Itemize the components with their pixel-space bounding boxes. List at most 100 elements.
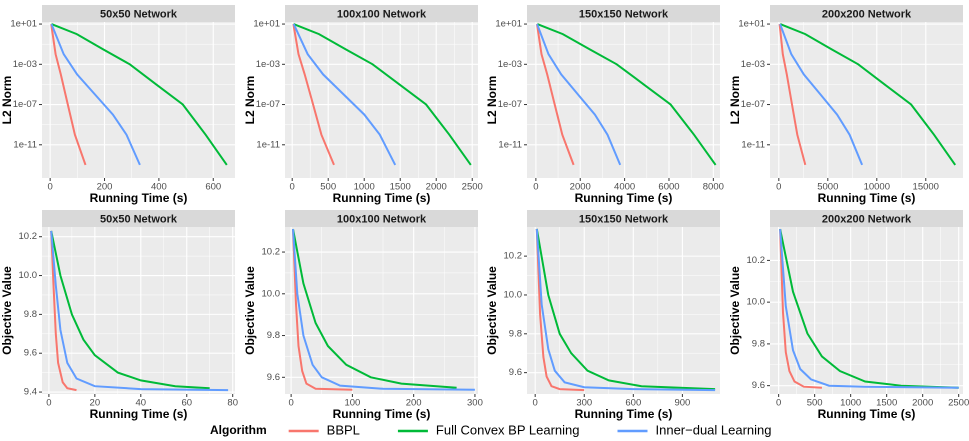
- x-axis-title: Running Time (s): [90, 407, 188, 421]
- y-tick-label: 1e-11: [741, 139, 765, 150]
- series-line: [779, 229, 959, 389]
- x-tick-label: 20: [90, 398, 101, 409]
- x-tick-label: 2500: [948, 398, 969, 409]
- series-line: [50, 230, 77, 392]
- y-tick-label: 9.8: [24, 309, 37, 320]
- series-line: [292, 229, 475, 391]
- x-tick-label: 40: [136, 398, 147, 409]
- panel-title: 100x100 Network: [337, 213, 427, 225]
- y-tick-label: 10.0: [747, 297, 766, 308]
- y-axis-title: L2 Norm: [0, 76, 14, 125]
- strip: [527, 210, 720, 227]
- x-tick-label: 0: [48, 182, 53, 193]
- plot-background: [527, 227, 720, 394]
- legend-title: Algorithm: [210, 423, 267, 437]
- plot-background: [527, 22, 720, 178]
- series-line: [535, 228, 585, 392]
- series-line: [50, 23, 141, 166]
- y-tick-label: 1e+01: [738, 19, 765, 30]
- y-tick-label: 1e-03: [256, 59, 280, 70]
- x-axis-title: Running Time (s): [333, 407, 431, 421]
- x-tick-label: 2000: [570, 182, 591, 193]
- y-tick-label: 1e-03: [498, 59, 522, 70]
- y-tick-label: 9.6: [752, 380, 765, 391]
- y-tick-label: 1e-11: [256, 139, 280, 150]
- strip: [285, 5, 478, 22]
- y-tick-label: 9.6: [24, 348, 37, 359]
- series-line: [779, 23, 864, 166]
- strip: [770, 5, 963, 22]
- x-tick-label: 1500: [390, 182, 411, 193]
- y-axis-title: Objective Value: [728, 266, 742, 355]
- y-axis-title: Objective Value: [485, 266, 499, 355]
- x-axis-title: Running Time (s): [575, 407, 673, 421]
- y-tick-label: 10.2: [19, 231, 38, 242]
- series-line: [292, 23, 397, 166]
- panel-title: 150x150 Network: [579, 8, 669, 20]
- x-tick-label: 2000: [426, 182, 447, 193]
- strip: [770, 210, 963, 227]
- y-tick-label: 9.6: [267, 372, 280, 383]
- y-tick-label: 10.0: [19, 270, 38, 281]
- x-tick-label: 200: [406, 398, 422, 409]
- x-tick-label: 60: [181, 398, 192, 409]
- series-line: [778, 23, 807, 166]
- y-axis-title: Objective Value: [0, 266, 14, 355]
- x-tick-label: 300: [467, 398, 483, 409]
- series-line: [292, 23, 335, 166]
- x-tick-label: 0: [533, 182, 538, 193]
- legend-label: BBPL: [327, 422, 360, 437]
- y-tick-label: 1e+01: [495, 19, 522, 30]
- y-tick-label: 1e-07: [741, 99, 765, 110]
- y-tick-label: 1e-07: [13, 99, 37, 110]
- series-line: [50, 230, 210, 390]
- series-line: [292, 229, 353, 391]
- legend-label: Inner−dual Learning: [656, 422, 772, 437]
- legend-label: Full Convex BP Learning: [436, 422, 580, 437]
- x-tick-label: 600: [205, 182, 221, 193]
- x-tick-label: 0: [288, 398, 293, 409]
- panel-title: 50x50 Network: [100, 213, 178, 225]
- x-tick-label: 0: [290, 182, 295, 193]
- strip: [42, 5, 235, 22]
- x-axis-title: Running Time (s): [333, 191, 431, 205]
- y-tick-label: 9.4: [24, 387, 37, 398]
- y-tick-label: 10.2: [747, 255, 766, 266]
- panel-title: 100x100 Network: [337, 8, 427, 20]
- y-tick-label: 9.8: [752, 338, 765, 349]
- x-tick-label: 1000: [840, 398, 861, 409]
- plot-background: [42, 227, 235, 394]
- y-axis-title: Objective Value: [243, 266, 257, 355]
- series-line: [779, 229, 822, 389]
- y-axis-title: L2 Norm: [485, 76, 499, 125]
- series-line: [779, 228, 959, 389]
- x-axis-title: Running Time (s): [818, 407, 916, 421]
- series-line: [536, 23, 622, 166]
- y-tick-label: 9.8: [509, 328, 522, 339]
- y-tick-label: 10.2: [262, 247, 281, 258]
- x-tick-label: 80: [227, 398, 238, 409]
- x-axis-title: Running Time (s): [818, 191, 916, 205]
- plot-background: [770, 227, 963, 394]
- y-tick-label: 1e-03: [741, 59, 765, 70]
- plot-background: [42, 22, 235, 178]
- strip: [285, 210, 478, 227]
- x-tick-label: 10000: [864, 182, 890, 193]
- panel-title: 150x150 Network: [579, 213, 669, 225]
- y-axis-title: L2 Norm: [728, 76, 742, 125]
- x-tick-label: 0: [776, 398, 781, 409]
- x-tick-label: 900: [674, 398, 690, 409]
- y-axis-title: L2 Norm: [243, 76, 257, 125]
- series-line: [536, 23, 575, 166]
- x-tick-label: 8000: [703, 182, 724, 193]
- y-tick-label: 1e-11: [498, 139, 522, 150]
- x-tick-label: 6000: [658, 182, 679, 193]
- series-line: [292, 228, 457, 389]
- series-line: [535, 228, 716, 392]
- x-tick-label: 1500: [876, 398, 897, 409]
- y-tick-label: 1e-11: [13, 139, 37, 150]
- panel-title: 50x50 Network: [100, 8, 178, 20]
- x-tick-label: 2500: [462, 182, 483, 193]
- panel-title: 200x200 Network: [822, 8, 912, 20]
